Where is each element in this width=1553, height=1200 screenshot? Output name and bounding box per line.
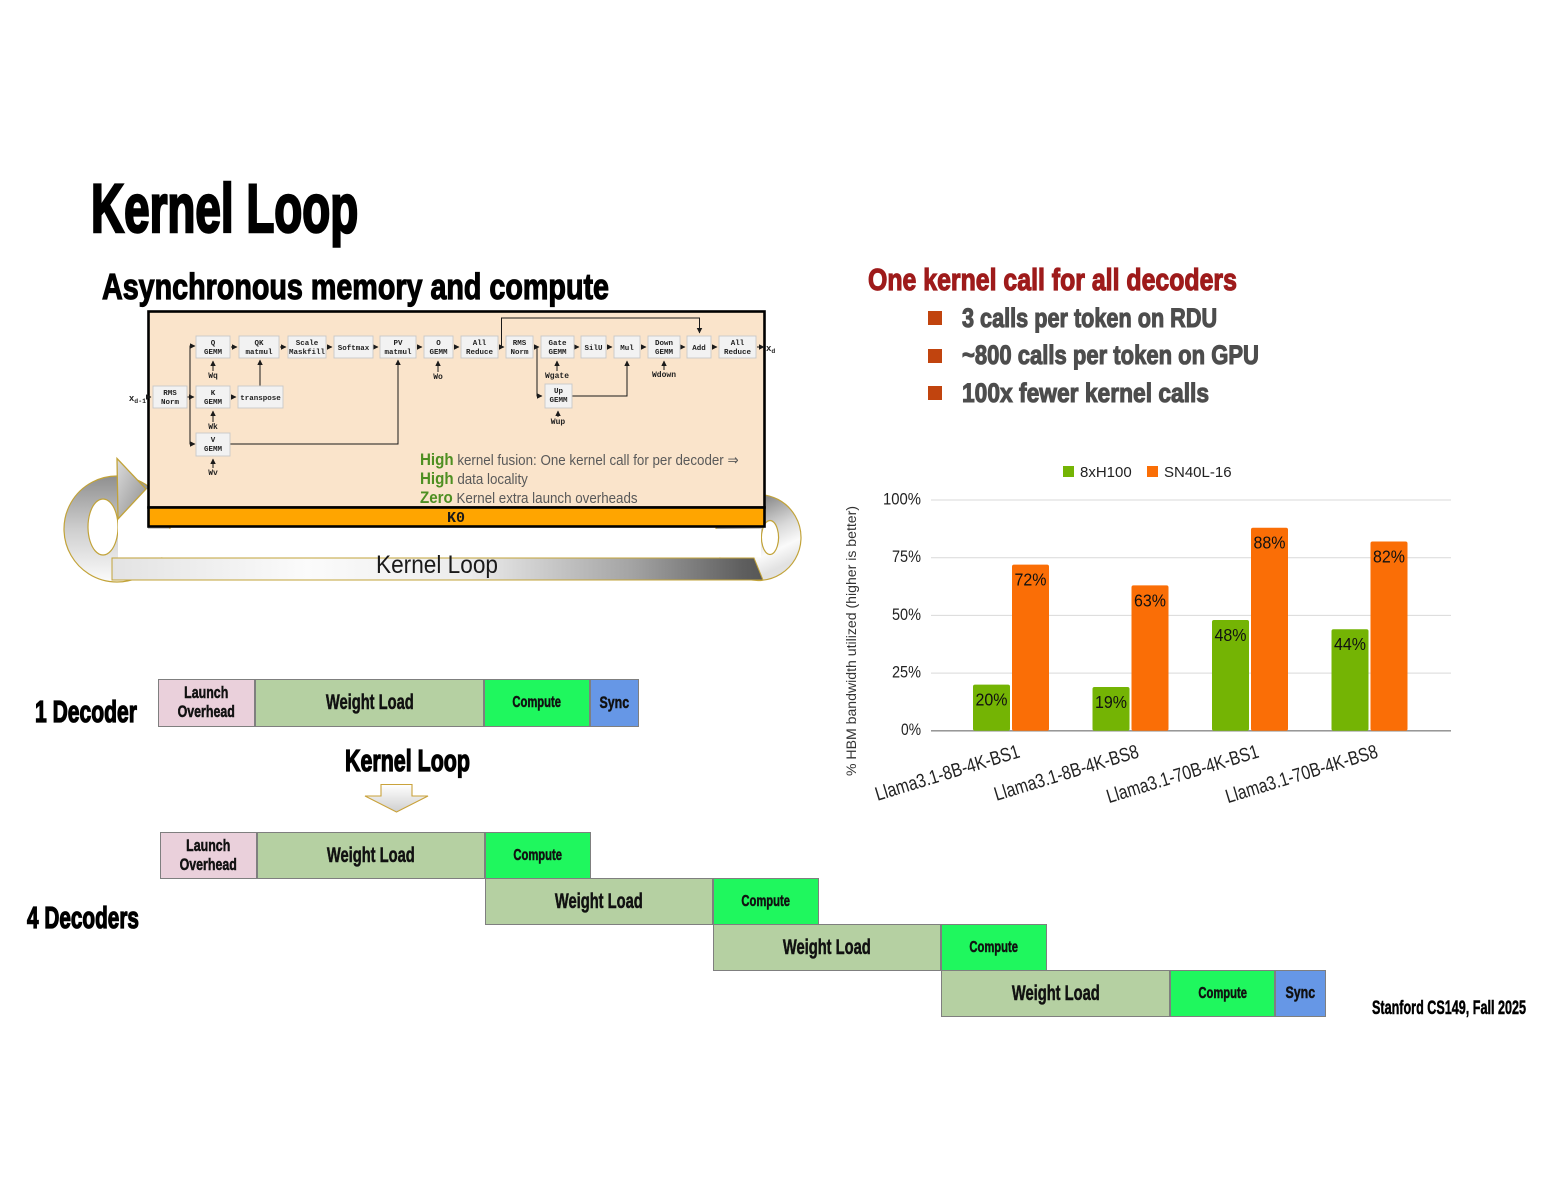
svg-text:GEMM: GEMM — [549, 397, 568, 405]
svg-text:100%: 100% — [883, 491, 921, 509]
svg-text:GEMM: GEMM — [204, 446, 223, 454]
svg-text:% HBM bandwidth utilized (high: % HBM bandwidth utilized (higher is bett… — [844, 506, 859, 776]
svg-text:48%: 48% — [1215, 625, 1247, 645]
svg-text:RMS: RMS — [163, 390, 177, 398]
svg-text:Scale: Scale — [296, 340, 319, 348]
svg-text:GEMM: GEMM — [548, 349, 567, 357]
svg-text:19%: 19% — [1095, 692, 1127, 712]
svg-text:75%: 75% — [892, 548, 921, 566]
svg-text:xd-1: xd-1 — [129, 394, 146, 405]
svg-text:Norm: Norm — [161, 399, 180, 407]
svg-text:Down: Down — [655, 340, 674, 348]
svg-text:Maskfill: Maskfill — [289, 349, 326, 357]
svg-text:20%: 20% — [976, 690, 1008, 710]
svg-text:xd: xd — [766, 344, 775, 355]
svg-text:K0: K0 — [447, 510, 465, 527]
svg-text:SilU: SilU — [584, 345, 603, 353]
svg-text:PV: PV — [393, 340, 403, 348]
svg-text:Wdown: Wdown — [652, 371, 676, 380]
svg-text:V: V — [211, 437, 216, 445]
svg-text:Up: Up — [554, 388, 564, 396]
svg-text:Reduce: Reduce — [724, 349, 752, 357]
svg-text:Softmax: Softmax — [338, 345, 370, 353]
svg-text:Add: Add — [692, 345, 706, 353]
svg-text:GEMM: GEMM — [655, 349, 674, 357]
svg-text:8xH100: 8xH100 — [1080, 464, 1132, 481]
svg-text:Wk: Wk — [208, 423, 218, 432]
svg-text:44%: 44% — [1334, 634, 1366, 654]
svg-text:transpose: transpose — [240, 395, 281, 403]
svg-text:matmul: matmul — [384, 349, 412, 357]
svg-text:Gate: Gate — [548, 340, 567, 348]
svg-text:QK: QK — [254, 340, 264, 348]
svg-text:GEMM: GEMM — [204, 349, 223, 357]
svg-text:Reduce: Reduce — [466, 349, 494, 357]
svg-text:Wgate: Wgate — [545, 372, 569, 381]
svg-text:GEMM: GEMM — [204, 399, 223, 407]
svg-text:Q: Q — [211, 340, 216, 348]
svg-text:25%: 25% — [892, 664, 921, 682]
svg-text:Norm: Norm — [510, 349, 529, 357]
svg-text:Wv: Wv — [208, 469, 218, 478]
svg-text:GEMM: GEMM — [429, 349, 448, 357]
svg-text:RMS: RMS — [513, 340, 527, 348]
svg-text:0%: 0% — [901, 721, 921, 739]
svg-text:82%: 82% — [1373, 547, 1405, 567]
svg-text:All: All — [731, 340, 745, 348]
svg-text:50%: 50% — [892, 606, 921, 624]
svg-text:All: All — [473, 340, 487, 348]
svg-text:63%: 63% — [1134, 590, 1166, 610]
svg-text:matmul: matmul — [245, 349, 273, 357]
svg-text:SN40L-16: SN40L-16 — [1164, 464, 1232, 481]
svg-text:K: K — [211, 390, 216, 398]
svg-text:Wup: Wup — [551, 418, 566, 427]
svg-text:72%: 72% — [1015, 570, 1047, 590]
svg-text:Wo: Wo — [433, 373, 443, 382]
svg-text:Mul: Mul — [620, 345, 634, 353]
svg-text:O: O — [436, 340, 441, 348]
svg-text:88%: 88% — [1254, 533, 1286, 553]
svg-text:Wq: Wq — [208, 372, 218, 381]
